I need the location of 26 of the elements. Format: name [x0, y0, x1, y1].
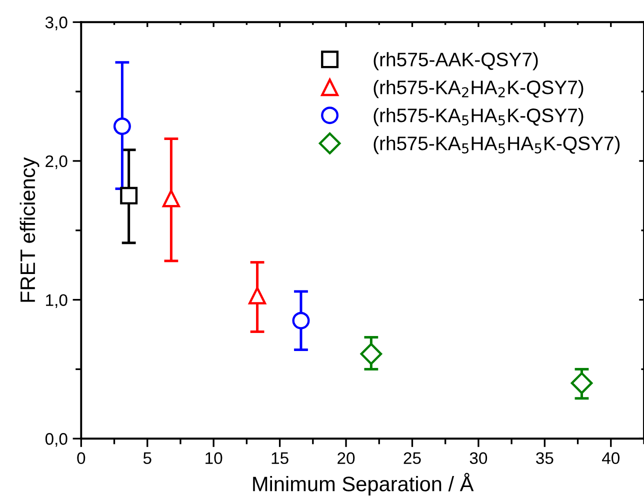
- x-tick-label: 10: [206, 452, 222, 464]
- point: [120, 186, 138, 204]
- x-tick-label: 25: [404, 452, 421, 464]
- y-tick-label: 0,0: [45, 433, 68, 447]
- x-axis-title: Minimum Separation / Å: [253, 472, 474, 496]
- x-tick-label: 15: [272, 452, 288, 464]
- point: [360, 343, 382, 365]
- point: [292, 312, 310, 330]
- point: [162, 190, 180, 208]
- legend-label: (rh575-AAK-QSY7): [374, 52, 538, 70]
- point: [248, 286, 266, 304]
- point: [570, 372, 593, 394]
- x-tick-label: 30: [470, 452, 488, 464]
- x-tick-label: 35: [536, 452, 554, 464]
- y-axis-title: FRET efficiency: [20, 157, 40, 302]
- x-tick-label: 5: [143, 452, 152, 464]
- y-tick-label: 2,0: [46, 155, 68, 170]
- x-tick-label: 20: [338, 452, 355, 464]
- y-tick-label: 3,0: [45, 16, 68, 30]
- point: [113, 118, 131, 135]
- y-tick-label: 1,0: [46, 294, 68, 308]
- legend-label: (rh575-KA$_{2}$HA$_{2}$K-QSY7): [374, 80, 584, 98]
- x-tick-label: 0: [77, 452, 86, 464]
- legend-label: (rh575-KA$_{5}$HA$_{5}$HA$_{5}$K-QSY7): [374, 136, 620, 154]
- legend-label: (rh575-KA$_{5}$HA$_{5}$K-QSY7): [374, 108, 584, 126]
- x-tick-label: 40: [602, 452, 620, 464]
